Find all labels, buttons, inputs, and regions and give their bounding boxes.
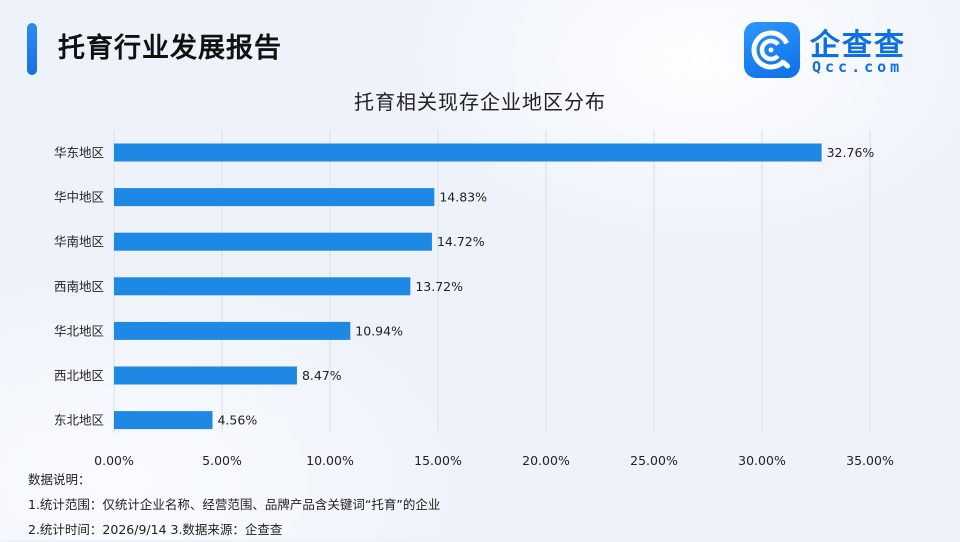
title-accent-bar <box>27 23 37 75</box>
notes-scope: 1.统计范围：仅统计企业名称、经营范围、品牌产品含关键词“托育”的企业 <box>28 497 441 512</box>
category-label: 西南地区 <box>54 279 104 294</box>
x-tick-label: 5.00% <box>202 453 242 468</box>
x-tick-label: 0.00% <box>94 453 134 468</box>
x-tick-label: 30.00% <box>738 453 786 468</box>
logo-wordmark-en: Qcc.com <box>812 58 904 76</box>
qcc-logo-icon <box>744 22 800 78</box>
category-label: 华北地区 <box>54 323 104 338</box>
data-label: 32.76% <box>827 145 875 160</box>
category-label: 华中地区 <box>54 190 104 205</box>
x-tick-label: 20.00% <box>522 453 570 468</box>
x-tick-label: 15.00% <box>414 453 462 468</box>
notes-heading: 数据说明： <box>28 472 91 487</box>
category-label: 华东地区 <box>54 145 104 160</box>
notes-time-source: 2.统计时间：2026/9/14 3.数据来源：企查查 <box>28 522 283 537</box>
x-tick-label: 25.00% <box>630 453 678 468</box>
bar <box>114 411 213 430</box>
data-label: 4.56% <box>217 413 257 428</box>
data-label: 13.72% <box>415 279 463 294</box>
logo-wordmark-cn: 企查查 <box>810 28 906 63</box>
data-label: 10.94% <box>355 323 403 338</box>
chart-title: 托育相关现存企业地区分布 <box>354 90 606 114</box>
x-tick-label: 35.00% <box>846 453 894 468</box>
data-label: 14.72% <box>437 234 485 249</box>
x-tick-label: 10.00% <box>306 453 354 468</box>
report-title: 托育行业发展报告 <box>58 33 282 64</box>
bar <box>114 366 297 385</box>
data-label: 8.47% <box>302 368 342 383</box>
bar <box>114 143 822 162</box>
data-notes: 数据说明： 1.统计范围：仅统计企业名称、经营范围、品牌产品含关键词“托育”的企… <box>28 467 440 542</box>
data-label: 14.83% <box>439 190 487 205</box>
category-label: 西北地区 <box>54 368 104 383</box>
bar <box>114 321 351 340</box>
bar <box>114 277 411 296</box>
bar <box>114 188 435 207</box>
category-label: 东北地区 <box>54 413 104 428</box>
bar <box>114 232 432 251</box>
category-label: 华南地区 <box>54 234 104 249</box>
qcc-logo: 企查查 Qcc.com <box>744 22 934 78</box>
